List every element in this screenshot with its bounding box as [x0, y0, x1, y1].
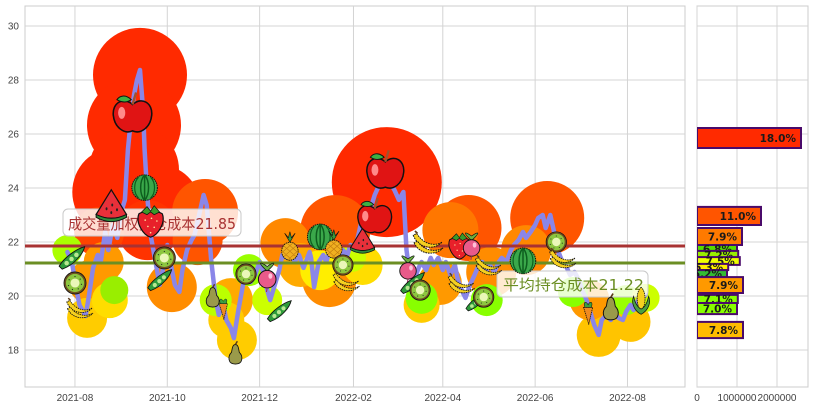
volume-bar: 11.0%: [697, 205, 762, 226]
volume-axis-ticks: 0 1000000 2000000: [694, 393, 797, 404]
volume-bars: 18.0%11.0%7.9%6.8%7.2%7.5%5.3%5.2%7.9%7.…: [697, 127, 802, 340]
x-tick-label: 2021-12: [241, 393, 278, 404]
x-tick-label: 2021-08: [57, 393, 94, 404]
volume-bar-rect: [697, 205, 762, 226]
y-axis-ticks: 18 20 22 24 26 28 30: [8, 21, 20, 356]
volume-bar-label: 7.8%: [709, 325, 739, 337]
volume-bubble: [100, 276, 129, 305]
y-tick-label: 26: [8, 129, 20, 140]
average-cost-label-text: 平均持仓成本21.22: [503, 276, 644, 294]
average-cost-label-box: [496, 270, 649, 298]
kiwi-icon: [409, 279, 431, 301]
watermelon-icon: [509, 247, 537, 275]
x-tick-label: 2022-06: [517, 393, 554, 404]
kiwi-icon: [473, 286, 495, 308]
x-tick-label: 2021-10: [149, 393, 186, 404]
main-plot: 18 20 22 24 26 28 30 2021-08 2021-10 2021-12 2022…: [8, 5, 686, 404]
volume-bar-rect: [697, 276, 744, 295]
volume-bar: 7.9%: [697, 276, 744, 295]
volume-bar-rect: [697, 302, 738, 316]
kiwi-icon: [545, 231, 567, 253]
kiwi-icon: [235, 263, 257, 285]
volume-bar-label: 11.0%: [720, 211, 757, 223]
y-tick-label: 30: [8, 21, 20, 32]
volume-bar: 7.0%: [697, 302, 738, 316]
volume-tick-label: 2000000: [758, 393, 797, 404]
volume-tick-label: 0: [694, 393, 700, 404]
x-tick-label: 2022-04: [424, 393, 461, 404]
volume-bar: 18.0%: [697, 127, 802, 149]
kiwi-icon: [63, 271, 87, 295]
average-cost-label: 平均持仓成本21.22: [496, 270, 649, 298]
y-tick-label: 18: [8, 346, 20, 357]
volume-tick-label: 1000000: [718, 393, 757, 404]
kiwi-icon: [152, 246, 176, 270]
x-axis-ticks: 2021-08 2021-10 2021-12 2022-02 2022-04 2022-…: [57, 393, 647, 404]
y-tick-label: 22: [8, 237, 20, 248]
y-tick-label: 20: [8, 292, 20, 303]
x-tick-label: 2022-08: [609, 393, 646, 404]
watermelon-icon: [131, 174, 159, 202]
y-tick-label: 28: [8, 75, 20, 86]
volume-bar-rect: [697, 320, 744, 340]
volume-bar-rect: [697, 127, 802, 149]
plot-area: 成交量加权持仓成本21.85 平均持仓成本21.22: [25, 27, 685, 365]
volume-bar-label: 7.0%: [703, 304, 733, 316]
x-tick-label: 2022-02: [335, 393, 372, 404]
volume-bar-label: 18.0%: [760, 133, 797, 145]
volume-bar: 7.8%: [697, 320, 744, 340]
volume-bar-label: 7.9%: [708, 232, 738, 244]
volume-bar-label: 7.9%: [709, 280, 739, 292]
volume-bar: 7.9%: [697, 227, 743, 246]
y-tick-label: 24: [8, 183, 20, 194]
